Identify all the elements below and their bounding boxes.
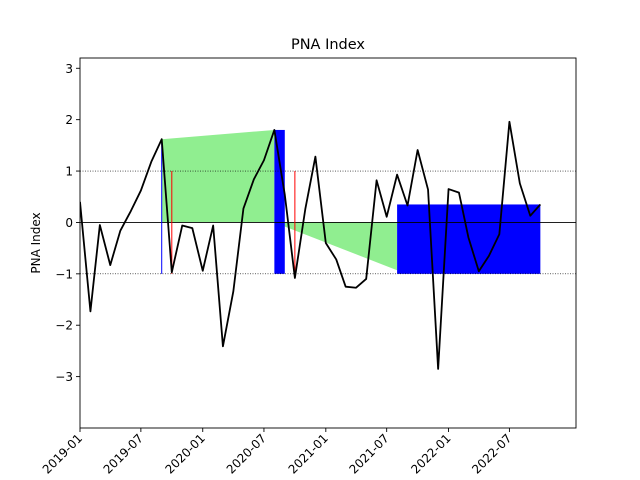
x-tick-label: 2019-01 [40, 431, 85, 476]
series-line-0 [80, 120, 542, 370]
y-tick-label: −2 [55, 319, 73, 333]
fill-region-1 [274, 222, 398, 271]
y-tick-label: 1 [65, 165, 73, 179]
x-tick-label: 2022-01 [408, 431, 453, 476]
x-tick-label: 2019-07 [101, 431, 146, 476]
x-tick-label: 2020-07 [224, 431, 269, 476]
y-axis-label: PNA Index [29, 212, 43, 273]
y-tick-label: −3 [55, 370, 73, 384]
chart-title: PNA Index [291, 37, 365, 53]
x-tick-label: 2021-01 [286, 431, 331, 476]
plot-frame [79, 57, 577, 429]
x-tick-label: 2020-01 [163, 431, 208, 476]
plot-area [80, 120, 576, 370]
x-tick-label: 2021-07 [346, 431, 391, 476]
fill-region-0 [161, 129, 275, 223]
y-tick-label: −1 [55, 267, 73, 281]
y-tick-label: 0 [65, 216, 73, 230]
x-tick-label: 2022-07 [469, 431, 514, 476]
y-tick-label: 3 [65, 62, 73, 76]
y-tick-label: 2 [65, 113, 73, 127]
filled-rect-0 [274, 129, 285, 274]
